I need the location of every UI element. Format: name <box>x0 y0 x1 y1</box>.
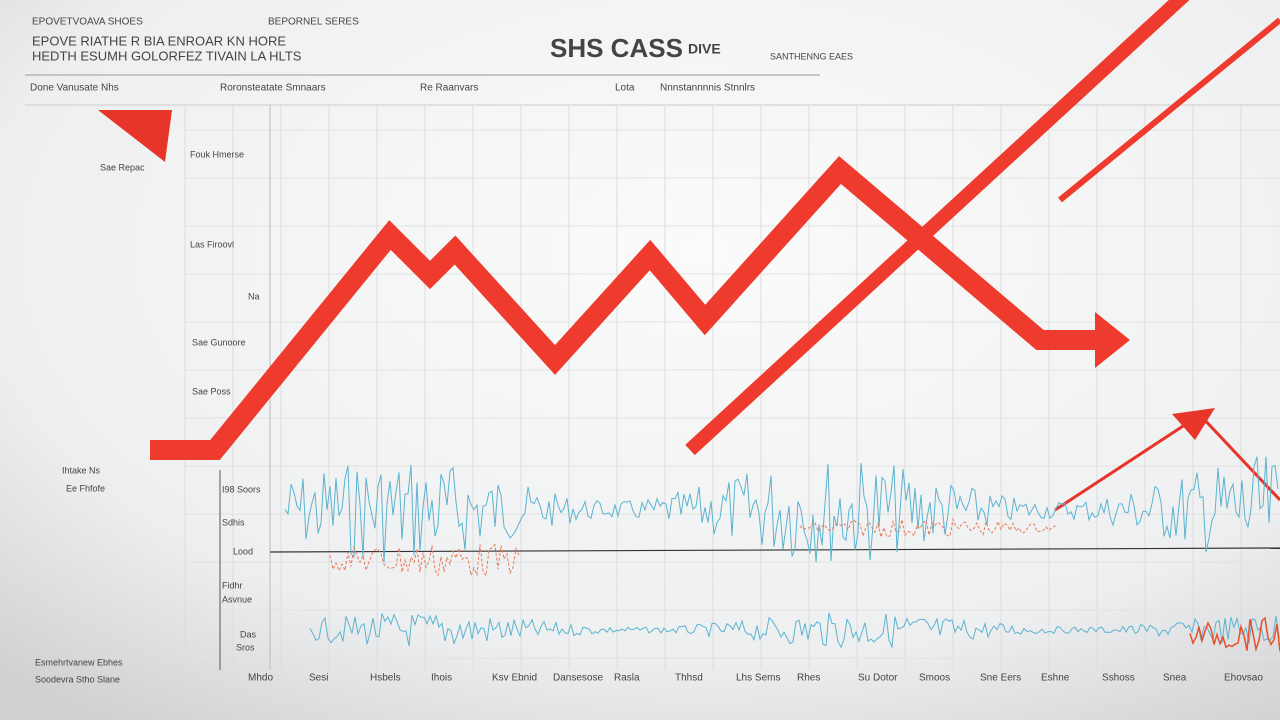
label: Lota <box>615 83 635 94</box>
noise-lines <box>284 456 1280 653</box>
label: BEPORNEL SERES <box>268 17 359 28</box>
label: Eshne <box>1041 673 1070 684</box>
noise-line <box>309 612 1280 649</box>
label: Na <box>248 291 260 301</box>
arrowhead <box>1172 408 1215 440</box>
label: EPOVE RIATHE R BIA ENROAR KN HORE <box>32 33 286 48</box>
label: Sae Repac <box>100 162 145 172</box>
label: Fidhr <box>222 580 243 590</box>
label: Ksv Ebnid <box>492 673 537 684</box>
labels: SHS CASS DIVE EPOVE RIATHE R BIA ENROAR KN… <box>30 17 1263 685</box>
label: SHS CASS <box>550 33 683 63</box>
label: Ee Fhfofe <box>66 483 105 493</box>
label: Sdhis <box>222 517 245 527</box>
label: Sae Poss <box>192 386 231 396</box>
label: Snea <box>1163 673 1187 684</box>
label: Roronsteatate Smnaars <box>220 83 326 94</box>
label: Lhs Sems <box>736 673 780 684</box>
label: Su Dotor <box>858 673 898 684</box>
red-trend <box>685 0 1190 456</box>
grid <box>184 105 1280 670</box>
baseline <box>269 547 1280 553</box>
label: Las Firoovl <box>190 239 234 249</box>
red-trend-thin <box>1058 17 1280 203</box>
label: Soodevra Stho Slane <box>35 674 120 684</box>
noise-line <box>284 456 1279 563</box>
label: Sae Gunoore <box>192 337 246 347</box>
label: Ihois <box>431 673 452 684</box>
label: Fouk Hmerse <box>190 149 244 159</box>
red-zigzag <box>150 156 1100 460</box>
label: Dansesose <box>553 673 603 684</box>
label: SANTHENNG EAES <box>770 51 853 61</box>
arrowhead <box>1095 312 1130 368</box>
label: Sros <box>236 642 255 652</box>
label: Re Raanvars <box>420 83 478 94</box>
label: Ehovsao <box>1224 673 1263 684</box>
label: Sesi <box>309 673 328 684</box>
label: Thhsd <box>675 673 703 684</box>
label: Sne Eers <box>980 673 1021 684</box>
label: Das <box>240 629 257 639</box>
label: EPOVETVOAVA SHOES <box>32 17 143 28</box>
label: Done Vanusate Nhs <box>30 83 119 94</box>
label: Hsbels <box>370 673 401 684</box>
label: Smoos <box>919 673 950 684</box>
red-triangle <box>98 110 172 162</box>
label: HEDTH ESUMH GOLORFEZ TIVAIN LA HLTS <box>32 48 302 63</box>
label: Asvnue <box>222 594 252 604</box>
label: Mhdo <box>248 673 273 684</box>
noise-line <box>329 543 520 578</box>
noise-line <box>1189 616 1280 653</box>
label: Nnnstannnnis Stnnlrs <box>660 83 755 94</box>
label: Esmehrtvanew Ebhes <box>35 657 123 667</box>
label: I98 Soors <box>222 484 261 494</box>
label: Rhes <box>797 673 820 684</box>
label: Lood <box>233 546 253 556</box>
noise-line <box>799 517 1059 540</box>
label: Rasla <box>614 673 640 684</box>
label: DIVE <box>688 41 721 57</box>
label: Sshoss <box>1102 673 1135 684</box>
label: Ihtake Ns <box>62 465 101 475</box>
